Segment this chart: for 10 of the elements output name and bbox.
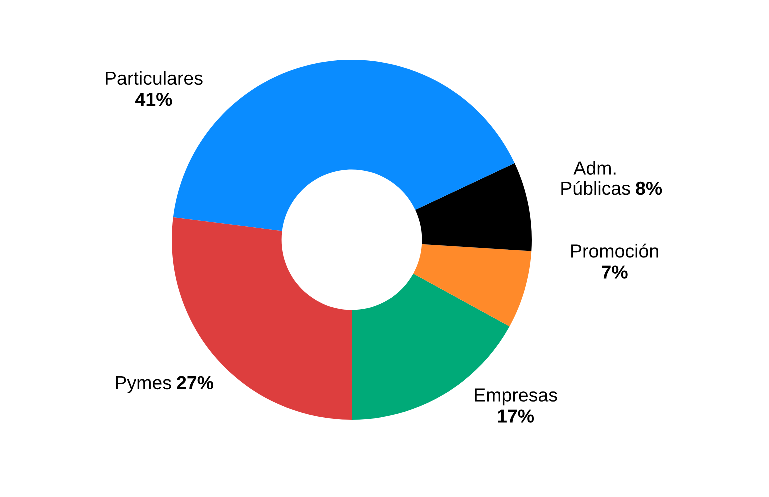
data-label: 41%	[136, 92, 172, 106]
data-label: 7%	[602, 266, 628, 279]
slice-label: Promoción	[572, 244, 658, 258]
slice-label: Pymes	[116, 376, 172, 394]
data-label: 8%	[636, 182, 662, 196]
slice-label: Particulares	[106, 71, 203, 86]
data-label: 17%	[498, 410, 534, 423]
slice-label: Empresas	[475, 388, 558, 406]
slice-label: Adm. Públicas	[562, 161, 630, 196]
data-label: 27%	[177, 376, 214, 390]
